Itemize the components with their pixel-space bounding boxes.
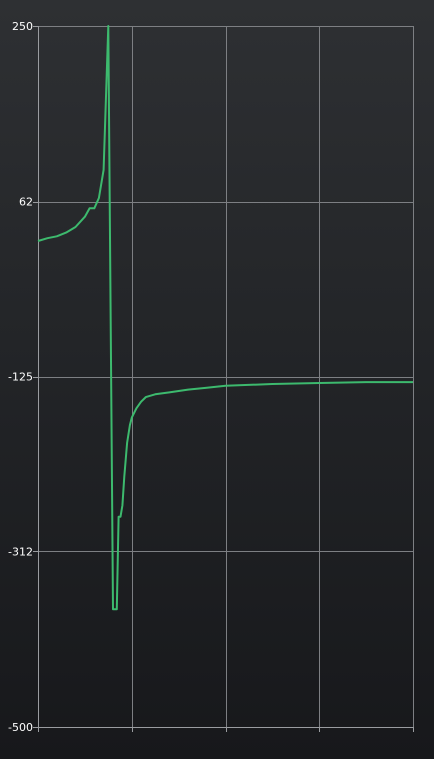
y-tick-label: -500 [8,721,33,734]
series-line-0 [37,25,413,611]
y-tick-label: 250 [12,20,33,33]
axes [33,26,414,732]
tick-labels: 250 62 -125 -312 -500 [8,20,33,734]
y-tick-label: -125 [8,371,33,384]
series-layer [37,25,413,611]
y-tick-label: -312 [8,545,33,558]
y-tick-label: 62 [19,196,33,209]
grid [38,26,414,728]
